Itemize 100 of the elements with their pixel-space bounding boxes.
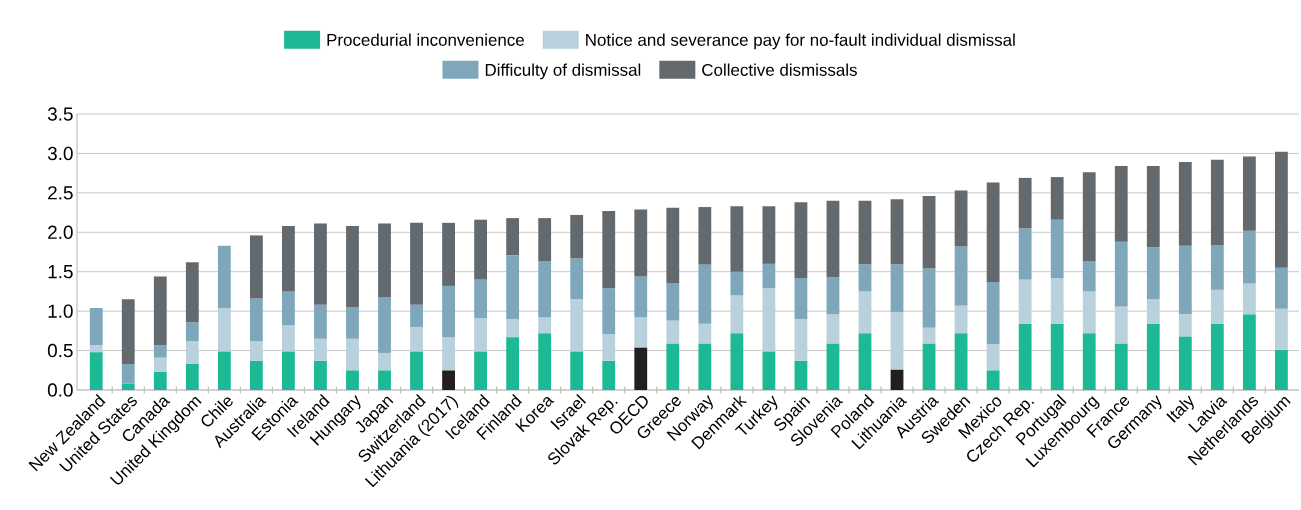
y-tick-label: 1.5 <box>48 265 73 279</box>
bar <box>730 206 744 272</box>
bar <box>410 351 423 390</box>
bar <box>1082 333 1096 390</box>
legend-label: Procedurial inconvenience <box>327 33 524 46</box>
bar <box>698 343 712 390</box>
bar <box>922 196 936 269</box>
legend-label: Collective dismissals <box>702 63 857 76</box>
bar <box>954 190 968 247</box>
bar <box>762 206 776 264</box>
bar <box>1114 241 1128 307</box>
bar <box>1275 151 1288 268</box>
bar <box>1146 166 1160 248</box>
bar <box>1018 228 1032 280</box>
bar <box>314 338 327 361</box>
bar <box>1210 323 1224 390</box>
bar <box>474 351 488 390</box>
bar <box>1114 166 1128 242</box>
bar <box>410 304 423 327</box>
bar <box>185 341 199 364</box>
bar <box>474 279 488 319</box>
bar <box>1082 291 1096 334</box>
bar <box>666 343 680 390</box>
bar <box>217 307 231 352</box>
bar <box>666 207 680 284</box>
bar <box>474 219 488 280</box>
bar <box>121 383 135 390</box>
bar <box>794 202 808 279</box>
bar <box>1242 314 1256 390</box>
bar <box>282 351 295 390</box>
bar <box>153 371 167 390</box>
bar <box>506 218 520 256</box>
bar <box>698 264 712 324</box>
bar <box>538 333 552 390</box>
bar <box>153 345 167 358</box>
legend-label: Notice and severance pay for no-fault individual dismissal <box>586 33 1015 50</box>
bar <box>249 360 263 390</box>
bar <box>410 222 423 305</box>
bar <box>89 352 103 390</box>
bar <box>442 285 455 338</box>
bar <box>378 296 391 353</box>
bar <box>410 326 423 352</box>
bar <box>1146 299 1160 324</box>
bar <box>506 319 520 338</box>
bar <box>442 370 455 390</box>
bar <box>858 333 872 390</box>
y-tick-label: 3.5 <box>47 107 73 121</box>
bar <box>826 277 840 315</box>
bar <box>954 305 968 334</box>
bar <box>1146 323 1160 390</box>
bar <box>442 222 455 286</box>
bar <box>346 307 359 339</box>
bar <box>1114 343 1128 390</box>
bar <box>602 360 616 390</box>
bar <box>378 370 391 390</box>
bar <box>474 318 488 352</box>
bar <box>730 295 744 334</box>
bar <box>1178 314 1192 337</box>
bar <box>1275 308 1288 350</box>
y-tick-label: 1.0 <box>48 304 73 318</box>
bar <box>858 200 872 265</box>
y-tick-label: 2.5 <box>48 186 73 200</box>
bar <box>1210 159 1224 245</box>
bar <box>954 333 968 390</box>
bar <box>986 370 1000 390</box>
bar <box>1275 267 1288 309</box>
bar <box>1018 279 1032 324</box>
bar <box>762 263 776 289</box>
bar <box>570 258 584 300</box>
bar <box>121 299 135 364</box>
y-tick-label: 3.0 <box>47 146 73 161</box>
bar <box>762 351 776 390</box>
bar <box>1275 349 1288 390</box>
bar <box>1050 323 1064 390</box>
bar <box>282 225 295 292</box>
bar <box>282 291 295 326</box>
bar <box>185 363 199 390</box>
bar <box>1018 177 1032 229</box>
bar <box>826 200 840 278</box>
bar <box>1018 323 1032 390</box>
bar <box>826 314 840 344</box>
bar <box>794 319 808 361</box>
bar <box>922 343 936 390</box>
bar <box>666 283 680 321</box>
bar <box>570 351 584 390</box>
bar <box>1210 244 1224 290</box>
bar <box>730 333 744 390</box>
bar <box>762 288 776 352</box>
bar <box>890 199 904 265</box>
bar <box>922 268 936 328</box>
bar <box>954 246 968 306</box>
bar <box>1146 247 1160 300</box>
bar <box>890 311 904 370</box>
bar <box>1050 219 1064 279</box>
bar <box>346 338 359 371</box>
bar <box>538 261 552 318</box>
bar <box>314 360 327 390</box>
bar <box>890 264 904 312</box>
bar <box>185 322 199 342</box>
bar <box>1178 336 1192 390</box>
